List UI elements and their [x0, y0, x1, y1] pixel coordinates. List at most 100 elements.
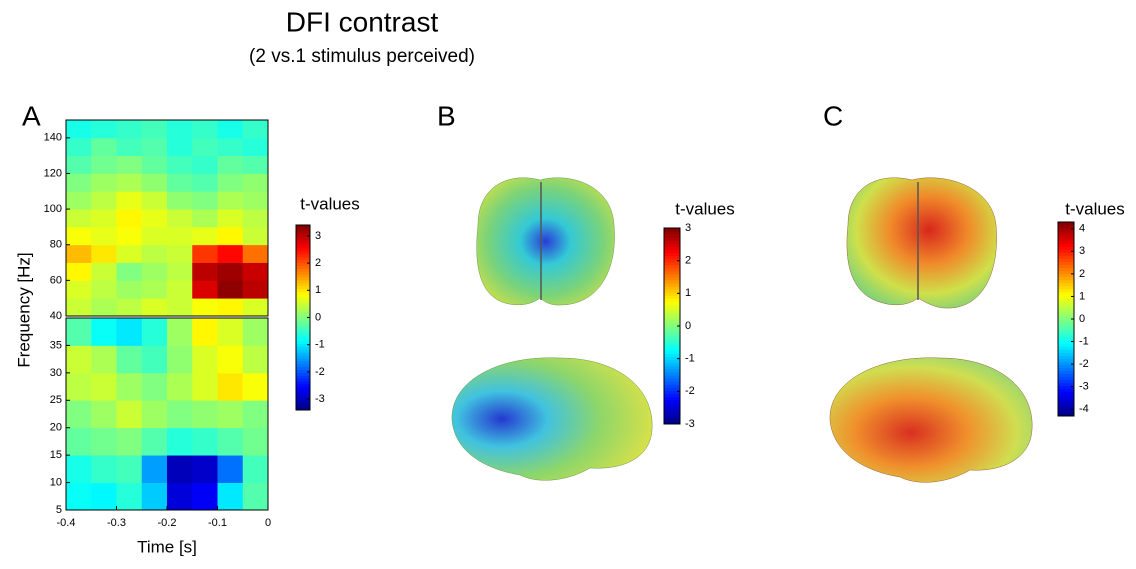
heatmap-cell [242, 155, 269, 174]
colorbar-segment [664, 258, 680, 263]
colorbar-segment [1058, 222, 1074, 226]
heatmap-cell [192, 120, 218, 139]
colorbar-segment [1058, 367, 1074, 372]
colorbar-segment [664, 267, 680, 272]
heatmap-cell [167, 455, 193, 483]
colorbar-segment [664, 304, 680, 309]
colorbar-segment [296, 395, 310, 399]
y-tick-label: 35 [50, 339, 62, 351]
heatmap-cell [167, 318, 193, 346]
heatmap-cell [141, 280, 168, 299]
colorbar-segment [296, 331, 310, 336]
colorbar-segment [664, 344, 680, 348]
colorbar-segment [1058, 237, 1074, 241]
colorbar-segment [1058, 388, 1074, 393]
colorbar-segment [664, 252, 680, 257]
colorbar-segment [1058, 370, 1074, 375]
colorbar-segment [296, 407, 310, 411]
colorbar-segment [296, 242, 310, 246]
heatmap-cell [167, 482, 193, 511]
colorbar-tick-label: 0 [685, 320, 691, 332]
colorbar-segment [296, 262, 310, 266]
heatmap-cell [217, 120, 244, 139]
colorbar-segment [296, 277, 310, 281]
heatmap-cell [141, 226, 168, 246]
colorbar-segment [1058, 261, 1074, 265]
colorbar-segment [296, 360, 310, 365]
heatmap-cell [167, 155, 193, 174]
colorbar-tick-label: 2 [1079, 268, 1085, 280]
heatmap-cell [141, 120, 168, 139]
colorbar-label: t-values [675, 199, 735, 218]
colorbar-segment [296, 375, 310, 379]
colorbar-tick-label: -1 [685, 353, 695, 365]
colorbar-segment [1058, 331, 1074, 335]
heatmap-cell [91, 318, 117, 346]
heatmap-cell [167, 280, 193, 299]
colorbar-segment [664, 246, 680, 250]
colorbar-tick-label: -3 [315, 393, 325, 405]
heatmap-cell [217, 280, 244, 299]
heatmap-cell [192, 455, 218, 483]
heatmap-cell [192, 372, 218, 401]
colorbar-segment [664, 289, 680, 293]
panel-label: C [823, 100, 843, 131]
colorbar-segment [1058, 361, 1074, 365]
colorbar-segment [296, 378, 310, 382]
brain-b-lateral [451, 357, 653, 481]
heatmap-cell [91, 262, 117, 281]
heatmap-cell [217, 427, 244, 456]
colorbar-segment [1058, 337, 1074, 341]
colorbar-tick-label: -2 [1079, 358, 1089, 370]
colorbar-tick-label: -2 [315, 366, 325, 378]
heatmap-cell [91, 155, 117, 174]
colorbar-segment [664, 411, 680, 416]
y-tick-label: 15 [50, 449, 62, 461]
colorbar-segment [296, 303, 310, 307]
colorbar-segment [1058, 273, 1074, 278]
heatmap-cell [66, 244, 92, 263]
colorbar-segment [296, 323, 310, 327]
heatmap-cell [116, 345, 143, 374]
colorbar-segment [1058, 376, 1074, 381]
heatmap-cell [242, 280, 269, 299]
colorbar-tick-label: 3 [685, 222, 691, 234]
heatmap-cell [167, 244, 193, 263]
colorbar-segment [296, 383, 310, 388]
colorbar-segment [1058, 334, 1074, 338]
colorbar-segment [296, 337, 310, 342]
colorbar-tick-label: -2 [685, 385, 695, 397]
heatmap-cell [217, 209, 244, 228]
colorbar-segment [1058, 243, 1074, 247]
y-tick-label: 40 [50, 310, 62, 322]
heatmap-cell [192, 244, 218, 263]
heatmap-cell [141, 244, 168, 263]
colorbar-segment [1058, 300, 1074, 305]
colorbar-segment [664, 329, 680, 333]
heatmap-cell [217, 372, 244, 401]
colorbar-segment [664, 417, 680, 422]
heatmap-cell [192, 262, 218, 281]
heatmap-cell [167, 372, 193, 401]
colorbar-segment [664, 408, 680, 413]
colorbar-segment [1058, 406, 1074, 411]
colorbar-segment [1058, 346, 1074, 350]
heatmap-cell [66, 173, 92, 192]
heatmap-cell [116, 455, 143, 483]
heatmap-cell [141, 298, 168, 317]
colorbar-tick-label: 1 [685, 287, 691, 299]
colorbar-segment [296, 253, 310, 258]
colorbar-segment [296, 225, 310, 229]
heatmap-cell [141, 318, 168, 346]
colorbar-segment [1058, 349, 1074, 353]
colorbar-segment [1058, 282, 1074, 287]
heatmap-cell [192, 209, 218, 228]
colorbar-segment [664, 341, 680, 345]
heatmap-cell [116, 209, 143, 228]
colorbar-segment [1058, 303, 1074, 308]
colorbar-segment [1058, 385, 1074, 390]
y-tick-label: 60 [50, 274, 62, 286]
colorbar-segment [664, 371, 680, 376]
colorbar-segment [1058, 340, 1074, 344]
